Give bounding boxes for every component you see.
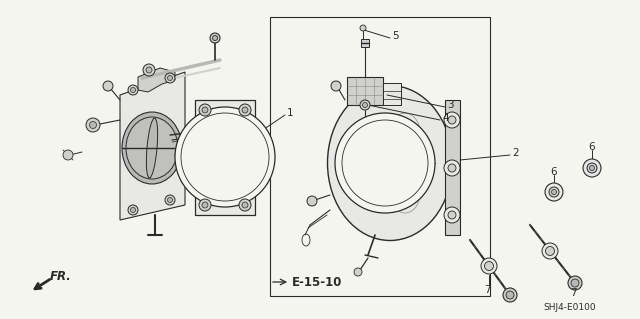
Ellipse shape [380,122,390,204]
Circle shape [90,122,97,129]
Text: E-15-10: E-15-10 [292,276,342,288]
Circle shape [552,189,557,195]
Polygon shape [445,100,460,235]
Polygon shape [120,72,185,220]
Circle shape [212,35,218,41]
Circle shape [202,107,208,113]
Circle shape [503,288,517,302]
Circle shape [448,211,456,219]
Circle shape [362,102,367,108]
Bar [347,77,383,105]
Circle shape [335,113,435,213]
Circle shape [131,87,136,93]
Text: 3: 3 [447,100,454,110]
Polygon shape [195,100,255,215]
Circle shape [210,33,220,43]
Text: 7: 7 [484,285,491,295]
Circle shape [242,202,248,208]
Circle shape [542,243,558,259]
Text: SHJ4-E0100: SHJ4-E0100 [544,303,596,313]
Circle shape [146,67,152,73]
Circle shape [63,150,73,160]
Bar [270,17,490,296]
Ellipse shape [122,112,182,184]
Circle shape [568,276,582,290]
Circle shape [131,207,136,212]
Text: FR.: FR. [50,270,72,283]
Text: 1: 1 [287,108,294,118]
Circle shape [583,159,601,177]
Circle shape [199,104,211,116]
Circle shape [143,64,155,76]
Circle shape [444,112,460,128]
Circle shape [168,76,173,80]
Circle shape [484,262,493,271]
Circle shape [103,81,113,91]
Circle shape [587,163,597,173]
Circle shape [199,199,211,211]
Circle shape [545,183,563,201]
Circle shape [307,196,317,206]
Text: 5: 5 [392,31,399,41]
Circle shape [86,118,100,132]
Circle shape [589,166,595,170]
Ellipse shape [147,118,157,178]
Text: 6: 6 [550,167,557,177]
Circle shape [202,202,208,208]
Polygon shape [138,68,175,92]
Circle shape [175,107,275,207]
Bar [361,39,369,47]
Circle shape [165,195,175,205]
Circle shape [168,197,173,203]
Circle shape [239,199,251,211]
Bar [383,83,401,105]
Ellipse shape [126,117,178,179]
Circle shape [354,268,362,276]
Circle shape [448,116,456,124]
Circle shape [360,25,366,31]
Circle shape [448,164,456,172]
Circle shape [444,207,460,223]
Circle shape [128,205,138,215]
Circle shape [549,187,559,197]
Text: 4: 4 [442,113,449,123]
Text: 2: 2 [512,148,518,158]
Circle shape [506,291,514,299]
Circle shape [444,160,460,176]
Text: 7: 7 [570,288,577,298]
Circle shape [165,73,175,83]
Circle shape [360,100,370,110]
Text: 6: 6 [588,142,595,152]
Circle shape [239,104,251,116]
Circle shape [545,247,554,256]
Circle shape [331,81,341,91]
Circle shape [571,279,579,287]
Circle shape [128,85,138,95]
Circle shape [242,107,248,113]
Circle shape [481,258,497,274]
Ellipse shape [328,85,452,241]
